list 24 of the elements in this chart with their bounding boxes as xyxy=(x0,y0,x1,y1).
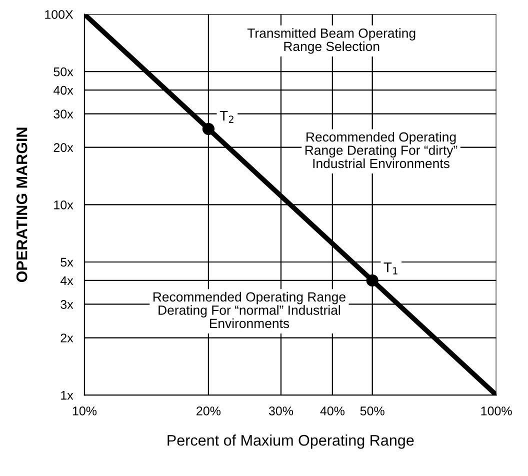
y-tick-label: 50x xyxy=(54,67,74,76)
y-tick-label: 2x xyxy=(60,334,74,342)
x-tick-label: 100% xyxy=(481,406,512,416)
y-tick-label: 3x xyxy=(60,300,74,309)
y-tick-label: 20x xyxy=(54,143,74,152)
annotation: T$_{1}$ xyxy=(384,262,398,274)
y-tick-label: 5x xyxy=(60,258,74,267)
annotation: Recommended Operating Range Derating For “dirty” Industrial Environments xyxy=(305,132,458,168)
y-tick-label: 1x xyxy=(61,391,74,400)
annotation: Transmitted Beam Operating Range Selection xyxy=(247,28,416,54)
y-tick-label: 30x xyxy=(54,110,74,118)
annotation: Recommended Operating Range Derating For “normal” Industrial Environments xyxy=(153,292,346,328)
y-tick-label: 40x xyxy=(54,86,74,95)
x-tick-label: 40% xyxy=(320,406,344,416)
x-tick-label: 10% xyxy=(72,406,97,416)
x-tick-label: 20% xyxy=(196,406,221,416)
y-tick-label: 100X xyxy=(45,10,74,19)
y-axis-title: OPERATING MARGIN xyxy=(16,128,28,282)
x-axis-title: Percent of Maxium Operating Range xyxy=(168,434,414,449)
x-tick-label: 30% xyxy=(268,406,294,416)
x-tick-label: 50% xyxy=(360,406,384,416)
y-tick-label: 10x xyxy=(54,200,74,210)
y-tick-label: 4x xyxy=(60,276,74,285)
annotation: T$_{2}$ xyxy=(220,110,234,123)
